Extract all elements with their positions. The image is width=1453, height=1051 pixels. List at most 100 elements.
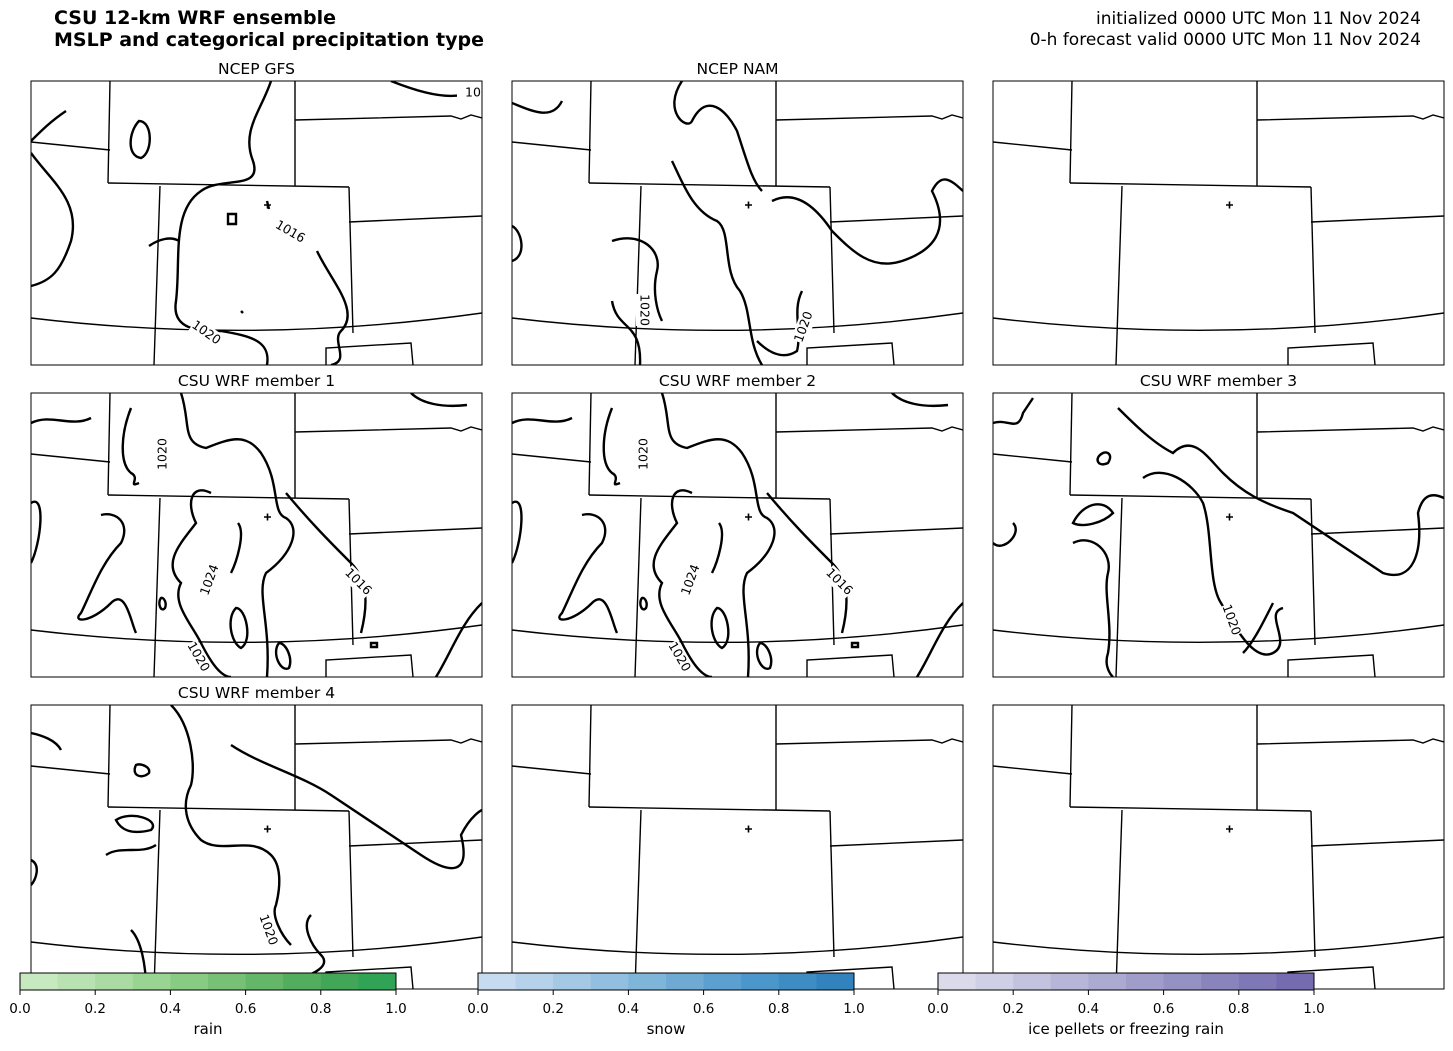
map-panel bbox=[992, 80, 1445, 366]
state-border bbox=[1310, 498, 1316, 646]
label-knockout bbox=[272, 217, 308, 247]
isobar bbox=[434, 602, 482, 677]
state-border bbox=[1287, 342, 1376, 365]
isobar bbox=[31, 731, 63, 751]
colorbar-bin bbox=[320, 973, 359, 990]
panel-title: NCEP NAM bbox=[696, 60, 778, 78]
isobar bbox=[1072, 539, 1114, 677]
state-border bbox=[31, 453, 111, 463]
map-content bbox=[512, 705, 963, 989]
contour-label: 1020 bbox=[638, 294, 653, 326]
state-border bbox=[294, 426, 482, 433]
isobar bbox=[639, 596, 648, 611]
colorbar-bin bbox=[132, 973, 171, 990]
isobar bbox=[31, 152, 74, 288]
colorbar-tick-label: 0.2 bbox=[84, 1001, 105, 1017]
colorbar-bin bbox=[938, 973, 977, 990]
state-border bbox=[512, 624, 963, 644]
state-border bbox=[993, 624, 1444, 644]
contour-label: 1020 bbox=[155, 438, 170, 470]
state-border bbox=[107, 494, 350, 500]
colorbar-bin bbox=[1163, 973, 1202, 990]
colorbar-bin bbox=[20, 973, 59, 990]
colorbar-bin bbox=[666, 973, 705, 990]
isobar bbox=[170, 705, 292, 946]
state-border bbox=[1310, 839, 1444, 847]
state-border bbox=[1310, 215, 1444, 223]
map-content: 1020 1020 bbox=[512, 81, 963, 365]
colorbar-bin bbox=[95, 973, 134, 990]
isobar bbox=[1142, 471, 1284, 656]
colorbar-tick-label: 0.4 bbox=[160, 1001, 181, 1017]
isobar bbox=[230, 744, 482, 870]
state-border bbox=[153, 497, 161, 677]
colorbar-tick-label: 1.0 bbox=[385, 1001, 406, 1017]
isobar bbox=[993, 522, 1017, 547]
label-knockout bbox=[341, 565, 375, 599]
colorbar-label: snow bbox=[647, 1020, 686, 1038]
contour-label: 10 bbox=[465, 85, 481, 100]
colorbar-bin bbox=[358, 973, 397, 990]
state-border bbox=[325, 654, 414, 677]
state-border bbox=[993, 936, 1444, 956]
isobar bbox=[1071, 503, 1115, 527]
state-border bbox=[588, 81, 592, 184]
colorbar-tick-label: 0.8 bbox=[310, 1001, 331, 1017]
colorbar-bin bbox=[553, 973, 592, 990]
isobar bbox=[1242, 602, 1275, 654]
state-border bbox=[829, 527, 963, 535]
colorbar-tick-label: 0.4 bbox=[1078, 1001, 1099, 1017]
colorbar-bin bbox=[778, 973, 817, 990]
isobar bbox=[158, 596, 167, 611]
colorbar-tick-label: 0.2 bbox=[542, 1001, 563, 1017]
map-content bbox=[993, 705, 1444, 989]
contour-label: 1020 bbox=[636, 438, 651, 470]
state-border bbox=[1069, 393, 1073, 496]
state-border bbox=[829, 810, 835, 958]
isobar bbox=[133, 763, 151, 778]
state-border bbox=[634, 497, 642, 677]
state-border bbox=[1069, 182, 1312, 188]
state-border bbox=[806, 654, 895, 677]
map-content bbox=[993, 81, 1444, 365]
isobar bbox=[129, 119, 151, 160]
colorbar-bin bbox=[170, 973, 209, 990]
init-time: initialized 0000 UTC Mon 11 Nov 2024 bbox=[1096, 9, 1421, 29]
state-border bbox=[1287, 654, 1376, 677]
isobar bbox=[602, 407, 621, 486]
isobar bbox=[660, 393, 776, 677]
colorbar-bin bbox=[1238, 973, 1277, 990]
isobar bbox=[610, 300, 642, 365]
state-border bbox=[107, 393, 111, 496]
colorbar-label: rain bbox=[193, 1020, 222, 1038]
state-border bbox=[829, 839, 963, 847]
state-border bbox=[1310, 186, 1316, 334]
colorbar-bin bbox=[208, 973, 247, 990]
state-border bbox=[1115, 185, 1123, 365]
isobar bbox=[179, 393, 295, 677]
state-border bbox=[31, 936, 482, 956]
colorbar-bin bbox=[245, 973, 284, 990]
state-border bbox=[634, 185, 642, 365]
valid-time: 0-h forecast valid 0000 UTC Mon 11 Nov 2… bbox=[1030, 30, 1421, 50]
state-border bbox=[348, 810, 354, 958]
panel-frame bbox=[30, 80, 483, 366]
colorbar-bin bbox=[816, 973, 855, 990]
map-panel: 1020 bbox=[992, 392, 1445, 678]
state-border bbox=[31, 624, 482, 644]
colorbar-bin bbox=[283, 973, 322, 990]
state-border bbox=[588, 494, 831, 500]
state-border bbox=[153, 809, 161, 989]
colorbar-bin bbox=[1013, 973, 1052, 990]
colorbar-frame bbox=[477, 972, 855, 991]
label-knockout bbox=[457, 85, 482, 101]
isobar bbox=[891, 393, 949, 407]
station-marker bbox=[264, 825, 271, 833]
label-knockout bbox=[791, 309, 817, 345]
station-marker bbox=[1226, 201, 1233, 209]
isobar bbox=[652, 489, 713, 677]
